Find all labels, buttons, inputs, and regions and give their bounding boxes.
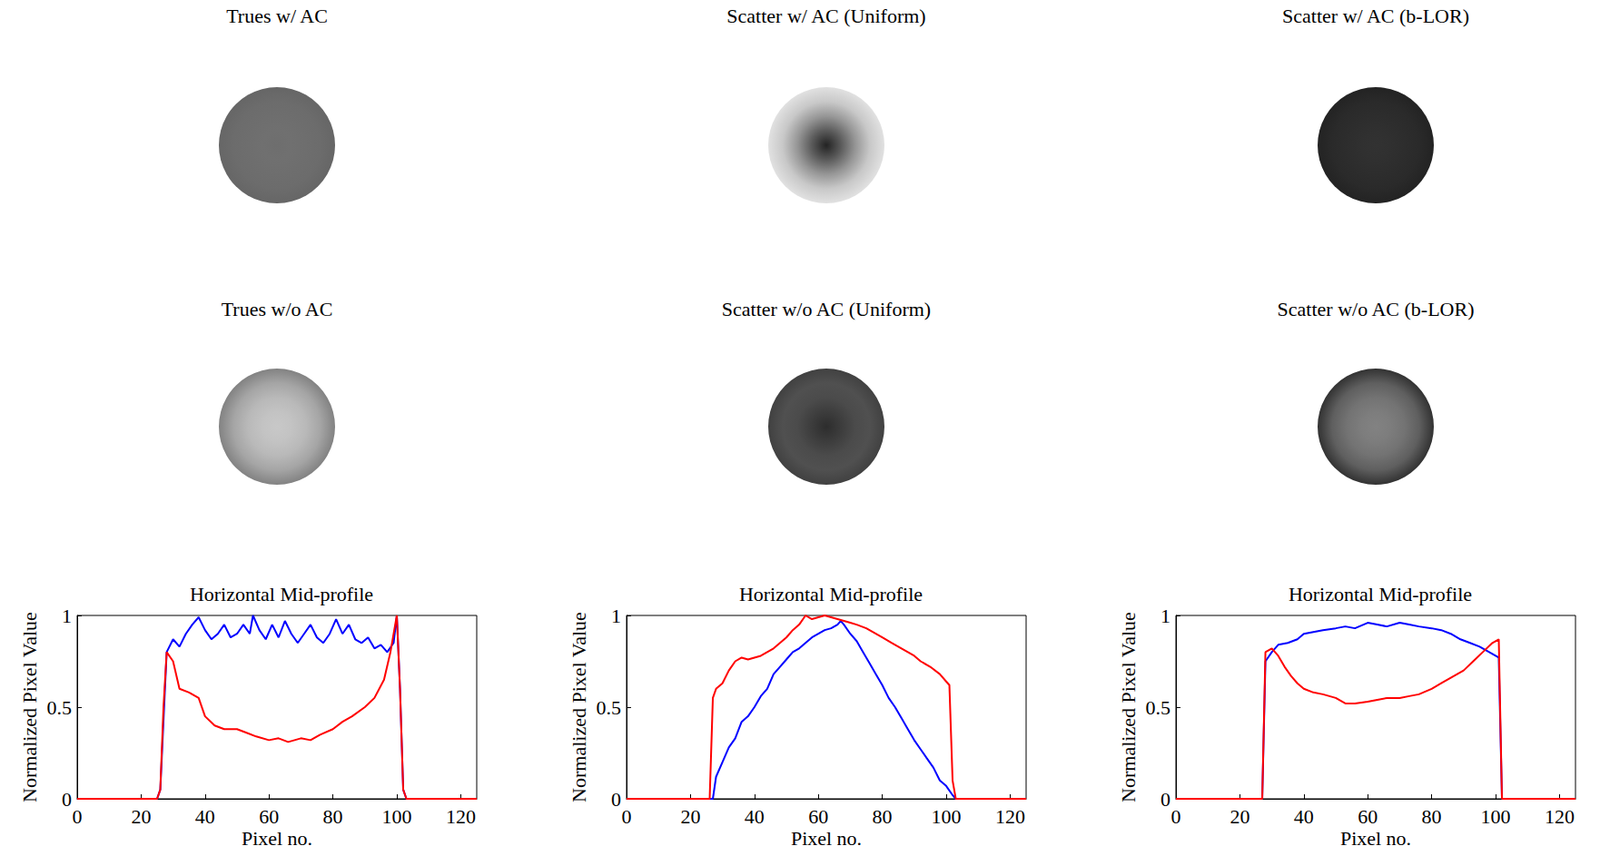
svg-text:Trues w/o AC: Trues w/o AC: [221, 297, 334, 321]
svg-text:0.5: 0.5: [1145, 696, 1172, 720]
svg-text:120: 120: [995, 805, 1026, 829]
svg-text:Normalized Pixel Value: Normalized Pixel Value: [18, 612, 41, 803]
svg-text:Normalized Pixel Value: Normalized Pixel Value: [1116, 612, 1140, 803]
svg-text:Trues w/ AC: Trues w/ AC: [226, 4, 328, 28]
svg-text:20: 20: [680, 805, 701, 829]
svg-text:0: 0: [611, 788, 622, 811]
svg-text:Horizontal Mid-profile: Horizontal Mid-profile: [739, 582, 923, 606]
svg-text:Scatter w/o AC (b-LOR): Scatter w/o AC (b-LOR): [1277, 297, 1475, 321]
svg-text:Pixel no.: Pixel no.: [790, 827, 862, 850]
svg-text:100: 100: [1481, 805, 1512, 829]
svg-text:100: 100: [931, 805, 962, 829]
svg-text:0: 0: [1160, 788, 1171, 811]
svg-text:120: 120: [1544, 805, 1575, 829]
svg-text:Pixel no.: Pixel no.: [241, 827, 313, 850]
svg-text:60: 60: [808, 805, 829, 829]
svg-text:1: 1: [611, 604, 622, 628]
svg-text:Normalized Pixel Value: Normalized Pixel Value: [567, 612, 591, 803]
svg-text:0: 0: [1171, 805, 1182, 829]
svg-text:0: 0: [72, 805, 83, 829]
svg-text:40: 40: [744, 805, 765, 829]
svg-text:20: 20: [1229, 805, 1250, 829]
svg-text:0.5: 0.5: [47, 696, 73, 720]
svg-text:Horizontal Mid-profile: Horizontal Mid-profile: [1288, 582, 1472, 606]
svg-text:80: 80: [1422, 805, 1442, 829]
svg-text:80: 80: [872, 805, 893, 829]
svg-text:Horizontal Mid-profile: Horizontal Mid-profile: [189, 582, 374, 606]
svg-text:20: 20: [130, 805, 151, 829]
svg-text:1: 1: [61, 604, 72, 628]
svg-text:60: 60: [1357, 805, 1378, 829]
svg-text:80: 80: [323, 805, 344, 829]
svg-text:120: 120: [445, 805, 476, 829]
svg-text:1: 1: [1160, 604, 1171, 628]
svg-text:60: 60: [258, 805, 279, 829]
svg-text:0: 0: [622, 805, 633, 829]
svg-text:Scatter w/o AC (Uniform): Scatter w/o AC (Uniform): [721, 297, 931, 321]
svg-text:0: 0: [61, 788, 72, 811]
svg-text:40: 40: [1293, 805, 1314, 829]
svg-text:Pixel no.: Pixel no.: [1340, 827, 1412, 850]
svg-text:40: 40: [195, 805, 216, 829]
svg-text:100: 100: [382, 805, 413, 829]
svg-text:Scatter w/ AC (Uniform): Scatter w/ AC (Uniform): [726, 4, 926, 28]
svg-text:Scatter w/ AC (b-LOR): Scatter w/ AC (b-LOR): [1282, 4, 1470, 28]
svg-text:0.5: 0.5: [596, 696, 623, 720]
